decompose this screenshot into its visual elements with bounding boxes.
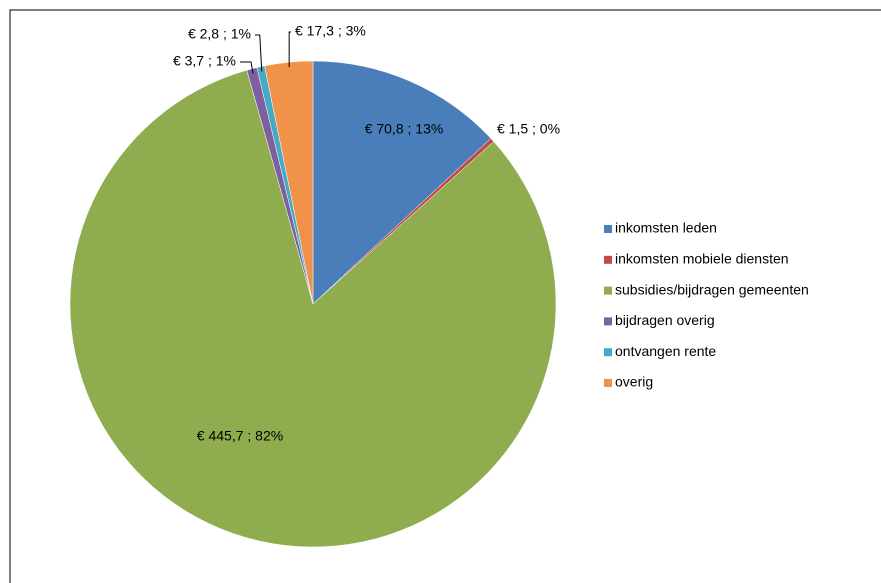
leader-line [288,31,291,68]
data-label: € 445,7 ; 82% [197,428,283,444]
legend-swatch [604,225,612,233]
data-label: € 17,3 ; 3% [295,23,366,39]
legend-swatch [604,317,612,326]
legend-swatch [604,379,612,387]
pie-slice [312,60,492,305]
pie-slice [69,69,557,548]
legend-label: overig [615,374,653,390]
data-label: € 3,7 ; 1% [173,53,236,69]
data-label: € 1,5 ; 0% [497,121,560,137]
legend-label: ontvangen rente [615,343,716,359]
legend-swatch [604,286,612,295]
leader-line [255,34,263,72]
data-label: € 70,8 ; 13% [365,121,444,137]
data-label: € 2,8 ; 1% [188,26,251,42]
legend-label: inkomsten mobiele diensten [615,251,789,267]
legend-label: subsidies/bijdragen gemeenten [615,281,809,297]
legend-label: bijdragen overig [615,312,715,328]
legend-swatch [604,255,612,264]
legend-swatch [604,348,612,357]
legend-label: inkomsten leden [615,220,717,236]
leader-line [240,61,254,74]
